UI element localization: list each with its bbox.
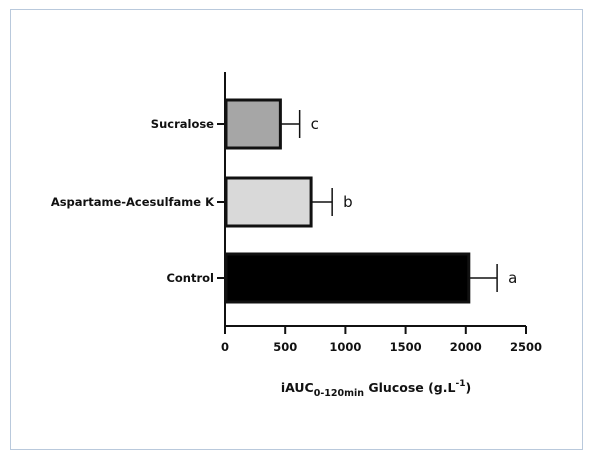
x-axis-label-prefix: iAUC <box>281 380 314 395</box>
significance-letter: b <box>343 193 353 211</box>
x-tick-label: 500 <box>273 340 297 354</box>
bar <box>224 176 313 228</box>
x-tick-label: 2500 <box>510 340 542 354</box>
y-category-label: Control <box>166 271 214 285</box>
x-tick-label: 0 <box>221 340 229 354</box>
x-tick-label: 1500 <box>390 340 422 354</box>
x-axis-label-middle: Glucose (g.L <box>364 380 455 395</box>
x-axis-label-suffix: ) <box>465 380 471 395</box>
bar <box>224 252 471 304</box>
x-tick-label: 1000 <box>329 340 361 354</box>
significance-letter: a <box>508 269 517 287</box>
bars <box>224 98 498 304</box>
chart-frame <box>10 9 583 450</box>
bar <box>224 98 282 150</box>
x-axis-label-subscript: 0-120min <box>314 388 365 399</box>
y-category-label: Sucralose <box>151 117 214 131</box>
x-tick-label: 2000 <box>450 340 482 354</box>
y-category-label: Aspartame-Acesulfame K <box>51 195 215 209</box>
labels: 0 500 1000 1500 2000 2500 Sucralose c Aspartame-… <box>51 115 542 354</box>
significance-letter: c <box>311 115 319 133</box>
x-axis-label: iAUC0-120min Glucose (g.L-1) <box>281 379 471 399</box>
x-axis-label-superscript: -1 <box>455 379 465 389</box>
